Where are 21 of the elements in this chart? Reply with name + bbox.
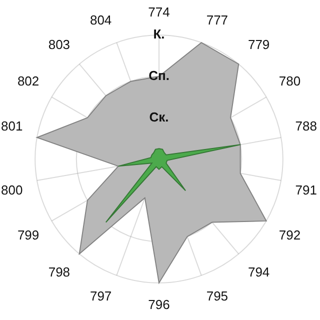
spoke-label: 794	[248, 264, 270, 280]
y-tick-label: Ск.	[149, 109, 169, 124]
spoke-label: 780	[278, 74, 301, 89]
y-tick-label: Сп.	[148, 68, 170, 83]
spoke-label: 802	[17, 74, 40, 89]
spoke-label: 799	[17, 228, 40, 243]
y-tick-label: К.	[153, 26, 165, 42]
spoke-label: 796	[148, 296, 170, 312]
spoke-label: 795	[206, 288, 228, 304]
spoke-label: 791	[295, 182, 317, 198]
spoke-label: 803	[48, 36, 70, 52]
spoke-label: 792	[278, 228, 301, 243]
spoke-label: 797	[90, 288, 112, 304]
spoke-label: 774	[148, 4, 170, 20]
spoke-label: 804	[90, 12, 112, 28]
spoke-label: 800	[1, 182, 23, 198]
spoke-label: 801	[1, 118, 23, 134]
spoke-label: 779	[248, 36, 270, 52]
spoke-label: 798	[48, 264, 70, 280]
spoke-label: 788	[295, 118, 317, 134]
spoke-label: 777	[206, 12, 228, 28]
